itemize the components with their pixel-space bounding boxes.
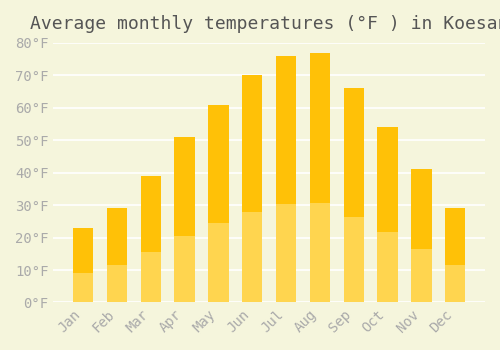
Bar: [140, 252, 161, 302]
Bar: [310, 203, 330, 302]
Bar: [378, 232, 398, 302]
Bar: [344, 217, 364, 302]
Bar: [310, 52, 330, 302]
Bar: [174, 236, 195, 302]
Bar: [73, 228, 94, 302]
Bar: [412, 249, 432, 302]
Bar: [378, 127, 398, 302]
Bar: [412, 169, 432, 302]
Title: Average monthly temperatures (°F ) in Koesan: Average monthly temperatures (°F ) in Ko…: [30, 15, 500, 33]
Bar: [73, 273, 94, 302]
Bar: [174, 137, 195, 302]
Bar: [445, 208, 466, 302]
Bar: [242, 212, 262, 302]
Bar: [242, 75, 262, 302]
Bar: [344, 88, 364, 302]
Bar: [107, 208, 127, 302]
Bar: [445, 265, 466, 302]
Bar: [276, 204, 296, 302]
Bar: [208, 223, 229, 302]
Bar: [107, 265, 127, 302]
Bar: [208, 105, 229, 302]
Bar: [276, 56, 296, 302]
Bar: [140, 176, 161, 302]
